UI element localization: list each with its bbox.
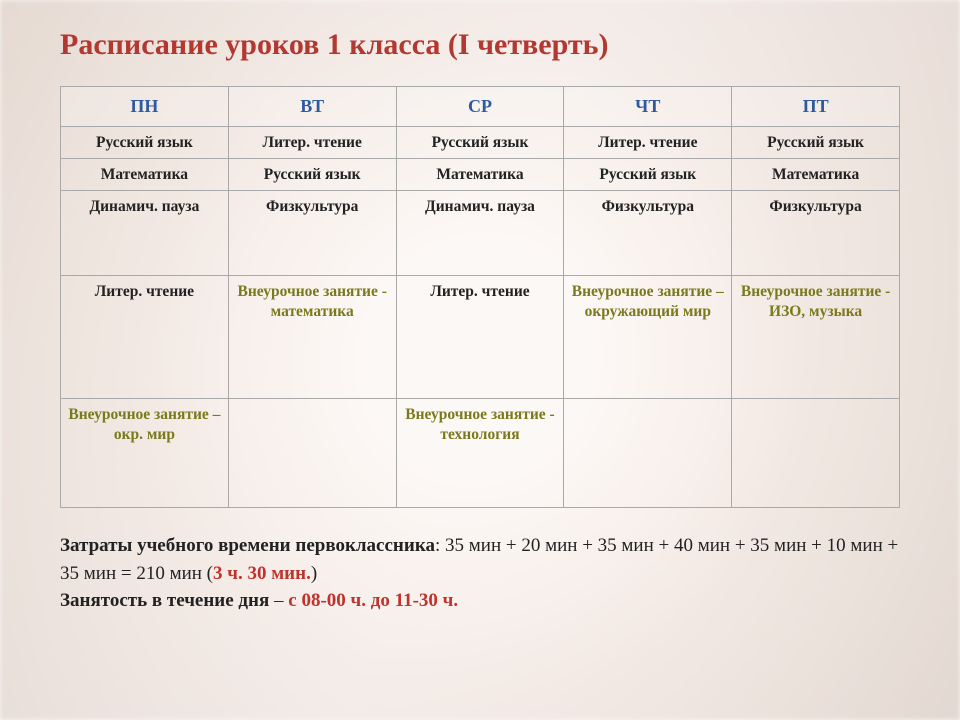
table-cell: Внеурочное занятие – окружающий мир — [564, 276, 732, 399]
busy-sep: – — [269, 590, 288, 611]
table-row: Динамич. паузаФизкультураДинамич. паузаФ… — [61, 191, 900, 276]
time-cost-line: Затраты учебного времени первоклассника:… — [60, 532, 900, 587]
footer-notes: Затраты учебного времени первоклассника:… — [0, 508, 960, 615]
time-cost-label: Затраты учебного времени первоклассника — [60, 535, 435, 556]
slide-content: Расписание уроков 1 класса (I четверть) … — [0, 0, 960, 508]
table-cell: Динамич. пауза — [396, 191, 564, 276]
table-cell: Математика — [396, 158, 564, 190]
table-cell: Внеурочное занятие – окр. мир — [61, 399, 229, 508]
time-cost-close: ) — [311, 563, 317, 584]
table-cell: Динамич. пауза — [61, 191, 229, 276]
table-cell: Математика — [732, 158, 900, 190]
day-header: ПН — [61, 87, 229, 127]
busy-value: с 08-00 ч. до 11-30 ч. — [288, 590, 458, 611]
table-cell: Литер. чтение — [396, 276, 564, 399]
table-cell: Физкультура — [732, 191, 900, 276]
table-cell: Литер. чтение — [61, 276, 229, 399]
table-cell — [228, 399, 396, 508]
day-header: ПТ — [732, 87, 900, 127]
table-cell: Внеурочное занятие - математика — [228, 276, 396, 399]
busy-line: Занятость в течение дня – с 08-00 ч. до … — [60, 587, 900, 615]
day-header: ЧТ — [564, 87, 732, 127]
table-row: Русский языкЛитер. чтениеРусский языкЛит… — [61, 126, 900, 158]
day-header: СР — [396, 87, 564, 127]
table-cell: Русский язык — [564, 158, 732, 190]
page-title: Расписание уроков 1 класса (I четверть) — [60, 28, 900, 62]
schedule-table: ПН ВТ СР ЧТ ПТ Русский языкЛитер. чтение… — [60, 86, 900, 508]
table-row: МатематикаРусский языкМатематикаРусский … — [61, 158, 900, 190]
time-cost-result: 3 ч. 30 мин. — [213, 563, 311, 584]
table-cell — [564, 399, 732, 508]
table-row: Внеурочное занятие – окр. мир Внеурочное … — [61, 399, 900, 508]
table-cell: Литер. чтение — [228, 126, 396, 158]
table-cell: Русский язык — [61, 126, 229, 158]
day-header: ВТ — [228, 87, 396, 127]
table-cell: Физкультура — [228, 191, 396, 276]
table-cell: Математика — [61, 158, 229, 190]
table-cell: Литер. чтение — [564, 126, 732, 158]
table-header-row: ПН ВТ СР ЧТ ПТ — [61, 87, 900, 127]
table-cell: Внеурочное занятие - технология — [396, 399, 564, 508]
table-row: Литер. чтениеВнеурочное занятие - матема… — [61, 276, 900, 399]
table-cell: Русский язык — [396, 126, 564, 158]
table-cell: Русский язык — [732, 126, 900, 158]
table-cell: Русский язык — [228, 158, 396, 190]
table-cell: Внеурочное занятие - ИЗО, музыка — [732, 276, 900, 399]
table-cell: Физкультура — [564, 191, 732, 276]
busy-label: Занятость в течение дня — [60, 590, 269, 611]
table-cell — [732, 399, 900, 508]
